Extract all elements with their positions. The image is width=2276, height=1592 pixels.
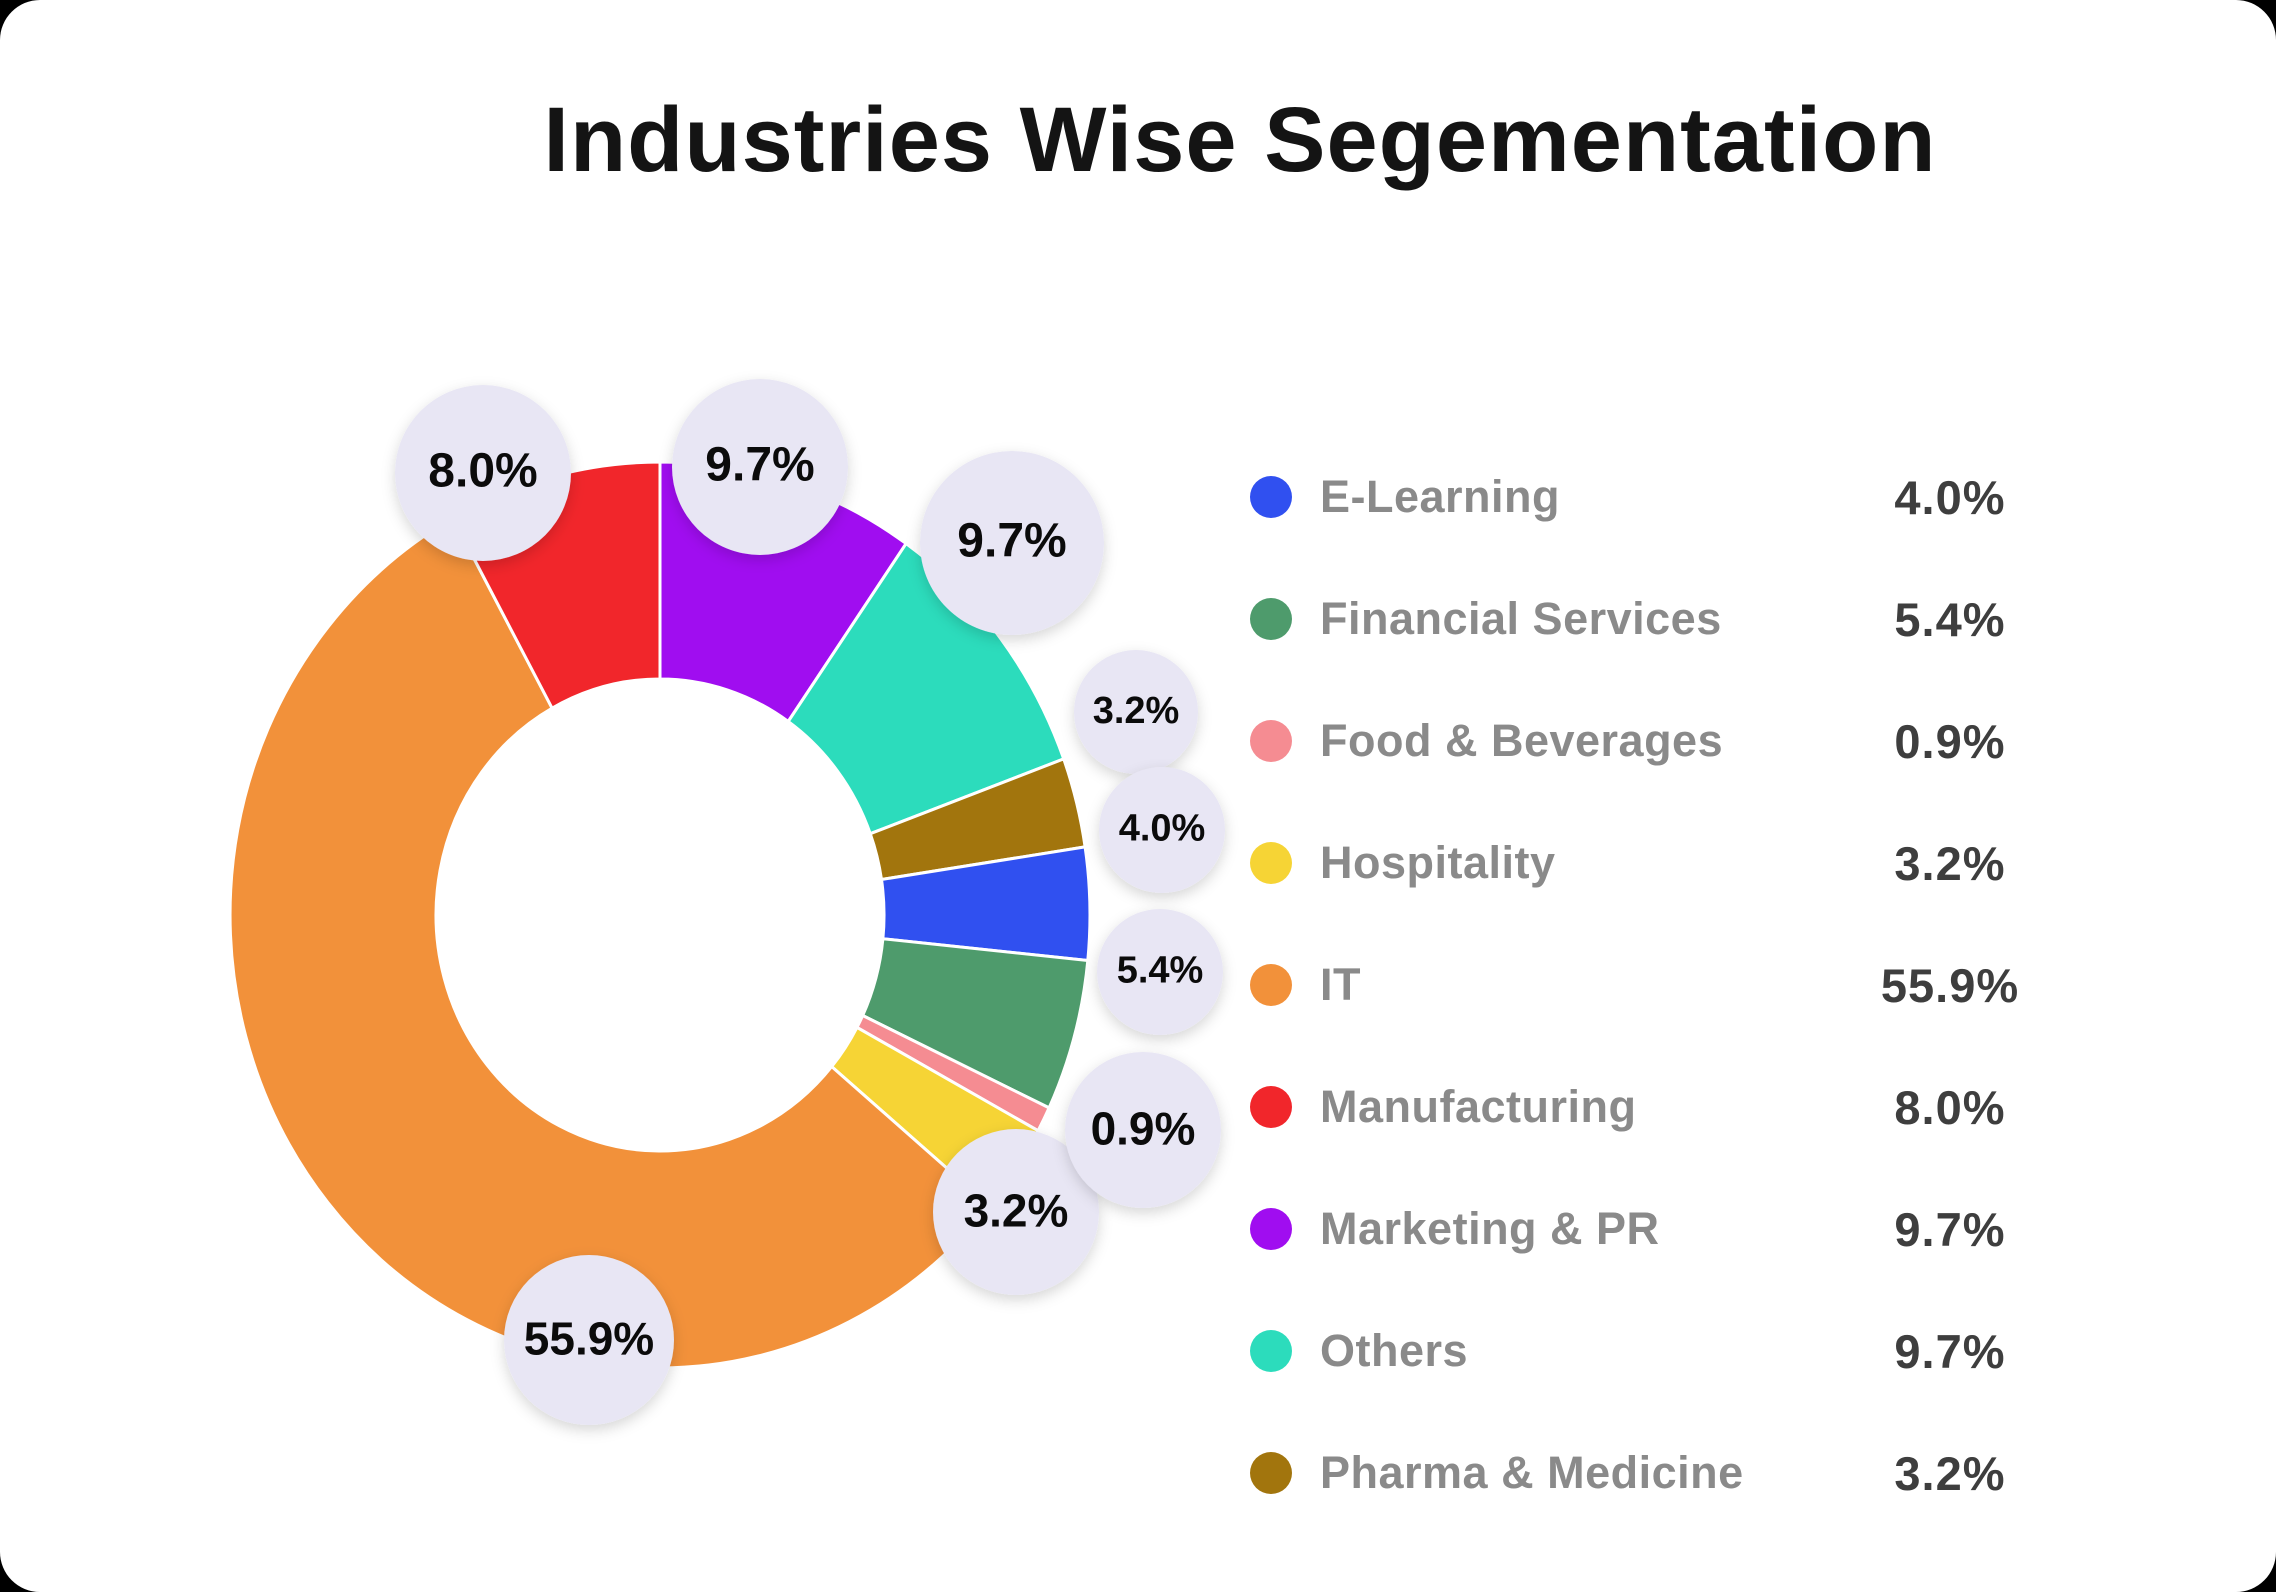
- callout-bubble-value: 9.7%: [705, 439, 814, 492]
- callout-bubble-others: 9.7%: [920, 451, 1104, 635]
- legend-value: 8.0%: [1894, 1080, 2006, 1134]
- legend-label: E-Learning: [1320, 471, 1561, 522]
- callout-bubble-circle: [1097, 909, 1223, 1035]
- legend-value: 9.7%: [1894, 1324, 2006, 1378]
- legend-value: 0.9%: [1894, 714, 2006, 768]
- legend-label: Hospitality: [1320, 837, 1556, 888]
- callout-bubble-food-beverages: 0.9%: [1065, 1052, 1221, 1208]
- legend-row-it: IT 55.9%: [1250, 924, 2130, 1046]
- legend-value: 9.7%: [1894, 1202, 2006, 1256]
- legend-dot-financial-services: [1250, 598, 1292, 640]
- legend-dot-others: [1250, 1330, 1292, 1372]
- label-bubbles: 8.0% 9.7% 9.7% 3.2% 4.0% 5.4% 3.2% 0.9% 55.9%: [395, 379, 1225, 1425]
- legend-row-food-beverages: Food & Beverages 0.9%: [1250, 680, 2130, 802]
- callout-bubble-e-learning: 4.0%: [1099, 767, 1225, 893]
- legend-row-marketing-pr: Marketing & PR 9.7%: [1250, 1168, 2130, 1290]
- legend-label: IT: [1320, 959, 1361, 1010]
- callout-bubble-circle: [920, 451, 1104, 635]
- legend-value: 3.2%: [1894, 1446, 2006, 1500]
- callout-bubble-circle: [672, 379, 848, 555]
- legend-row-manufacturing: Manufacturing 8.0%: [1250, 1046, 2130, 1168]
- legend-value: 4.0%: [1894, 470, 2006, 524]
- callout-bubble-value: 3.2%: [1093, 690, 1180, 732]
- legend-label: Manufacturing: [1320, 1081, 1637, 1132]
- legend-row-others: Others 9.7%: [1250, 1290, 2130, 1412]
- legend-dot-pharma-medicine: [1250, 1452, 1292, 1494]
- callout-bubble-marketing-pr: 9.7%: [672, 379, 848, 555]
- callout-bubble-circle: [1074, 650, 1198, 774]
- legend-row-pharma-medicine: Pharma & Medicine 3.2%: [1250, 1412, 2130, 1534]
- legend-dot-marketing-pr: [1250, 1208, 1292, 1250]
- legend-label: Food & Beverages: [1320, 715, 1724, 766]
- callout-bubble-financial-services: 5.4%: [1097, 909, 1223, 1035]
- callout-bubble-manufacturing: 8.0%: [395, 385, 571, 561]
- legend-dot-e-learning: [1250, 476, 1292, 518]
- legend-value: 55.9%: [1880, 958, 2020, 1012]
- legend-label: Financial Services: [1320, 593, 1722, 644]
- legend-row-financial-services: Financial Services 5.4%: [1250, 558, 2130, 680]
- callout-bubble-circle: [504, 1255, 674, 1425]
- callout-bubble-value: 55.9%: [524, 1312, 654, 1364]
- callout-bubble-value: 4.0%: [1119, 808, 1206, 850]
- callout-bubble-pharma-medicine: 3.2%: [1074, 650, 1198, 774]
- legend-dot-it: [1250, 964, 1292, 1006]
- legend-row-e-learning: E-Learning 4.0%: [1250, 436, 2130, 558]
- callout-bubble-value: 8.0%: [428, 445, 537, 498]
- callout-bubble-hospitality: 3.2%: [933, 1129, 1099, 1295]
- callout-bubble-value: 9.7%: [957, 515, 1066, 568]
- legend-value: 5.4%: [1894, 592, 2006, 646]
- callout-bubble-circle: [1099, 767, 1225, 893]
- legend-label: Marketing & PR: [1320, 1203, 1660, 1254]
- legend-dot-hospitality: [1250, 842, 1292, 884]
- callout-bubble-value: 3.2%: [964, 1184, 1069, 1236]
- callout-bubble-circle: [395, 385, 571, 561]
- legend-row-hospitality: Hospitality 3.2%: [1250, 802, 2130, 924]
- chart-title: Industries Wise Segementation: [543, 89, 1937, 191]
- legend-label: Pharma & Medicine: [1320, 1447, 1744, 1498]
- legend-dot-manufacturing: [1250, 1086, 1292, 1128]
- legend-dot-food-beverages: [1250, 720, 1292, 762]
- legend-label: Others: [1320, 1325, 1469, 1376]
- callout-bubble-circle: [1065, 1052, 1221, 1208]
- callout-bubble-value: 5.4%: [1117, 950, 1204, 992]
- callout-bubble-it: 55.9%: [504, 1255, 674, 1425]
- legend: E-Learning 4.0% Financial Services 5.4% Food…: [1250, 436, 2130, 1534]
- legend-value: 3.2%: [1894, 836, 2006, 890]
- callout-bubble-value: 0.9%: [1091, 1102, 1196, 1154]
- callout-bubble-circle: [933, 1129, 1099, 1295]
